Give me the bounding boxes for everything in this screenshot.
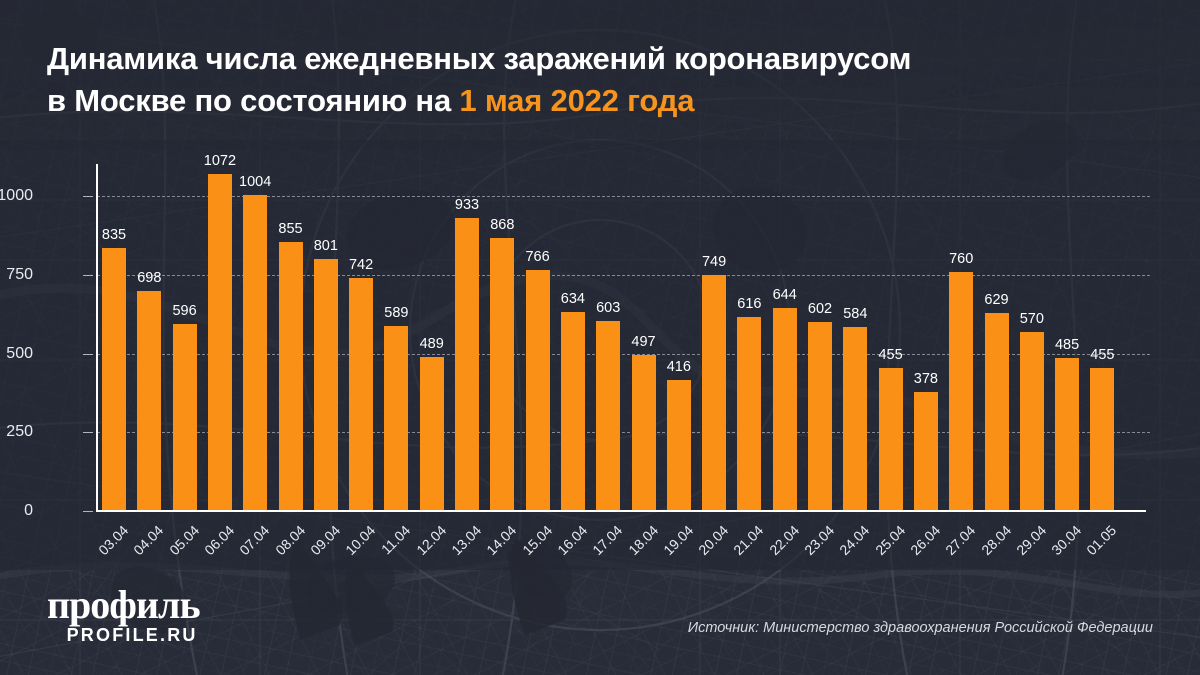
- bar[interactable]: [737, 317, 762, 511]
- bar[interactable]: [560, 311, 585, 511]
- y-axis-label: 750: [6, 266, 33, 284]
- bar-value-label: 589: [384, 304, 409, 321]
- bar[interactable]: [137, 291, 162, 511]
- x-axis-line: [96, 510, 1146, 512]
- bar-value-label: 378: [913, 371, 938, 388]
- bar-value-label: 801: [313, 238, 338, 255]
- y-axis-tick: [83, 511, 93, 512]
- bar-value-label: 742: [348, 256, 374, 273]
- source-attribution: Источник: Министерство здравоохранения Р…: [687, 620, 1153, 636]
- bar-value-label: 596: [172, 302, 197, 319]
- bar[interactable]: [1055, 358, 1080, 511]
- bar-value-label: 497: [631, 333, 656, 350]
- bar[interactable]: [490, 237, 515, 511]
- bar[interactable]: [278, 242, 303, 511]
- bar[interactable]: [243, 195, 268, 511]
- bar[interactable]: [313, 259, 338, 511]
- y-axis-label: 0: [24, 502, 33, 519]
- bar-value-label: 455: [878, 346, 903, 363]
- bar[interactable]: [207, 173, 232, 511]
- y-axis-tick: [83, 353, 93, 355]
- bar[interactable]: [172, 323, 197, 511]
- bar-value-label: 766: [525, 249, 550, 266]
- y-axis-label: 1000: [0, 187, 33, 205]
- bar-value-label: 489: [419, 336, 444, 353]
- bar-value-label: 629: [984, 292, 1009, 309]
- y-axis-tick: [83, 196, 93, 198]
- bar[interactable]: [384, 325, 409, 511]
- logo-domain: PROFILE.RU: [66, 625, 198, 645]
- bar-value-label: 1072: [203, 152, 237, 169]
- bar-value-label: 868: [490, 216, 515, 233]
- bar[interactable]: [878, 367, 903, 511]
- bar-value-label: 698: [137, 270, 162, 287]
- profile-logo: профиль PROFILE.RU: [47, 582, 201, 646]
- y-axis-tick: [83, 432, 93, 434]
- bar-value-label: 416: [666, 359, 691, 376]
- bar-value-label: 749: [701, 254, 727, 271]
- y-axis-line: [96, 164, 98, 512]
- bar[interactable]: [808, 321, 832, 511]
- bar[interactable]: [596, 321, 621, 511]
- bar[interactable]: [102, 248, 126, 511]
- bar-value-label: 855: [278, 221, 303, 238]
- bar[interactable]: [631, 354, 656, 511]
- bar-value-label: 933: [454, 196, 480, 213]
- bar[interactable]: [419, 357, 444, 511]
- bar-value-label: 603: [596, 300, 621, 317]
- y-axis-tick: [83, 275, 93, 277]
- bar[interactable]: [984, 313, 1009, 511]
- plot-area: 0 250 500 750 1000 835 03.04 698 04.04 596 05.04 10…: [0, 153, 1150, 558]
- bar-value-label: 570: [1019, 310, 1044, 327]
- bar[interactable]: [666, 380, 691, 511]
- bar-value-label: 455: [1090, 346, 1115, 363]
- y-axis-label: 250: [6, 423, 33, 441]
- bar[interactable]: [455, 217, 479, 511]
- y-axis-label: 500: [6, 344, 33, 362]
- bar[interactable]: [1090, 367, 1115, 511]
- bar[interactable]: [1019, 331, 1044, 511]
- bar[interactable]: [913, 392, 938, 511]
- bar[interactable]: [772, 308, 797, 511]
- bar-value-label: 1004: [239, 174, 272, 191]
- bar-value-label: 584: [843, 306, 868, 323]
- logo-wordmark: профиль: [47, 582, 201, 627]
- bar-value-label: 760: [949, 250, 974, 267]
